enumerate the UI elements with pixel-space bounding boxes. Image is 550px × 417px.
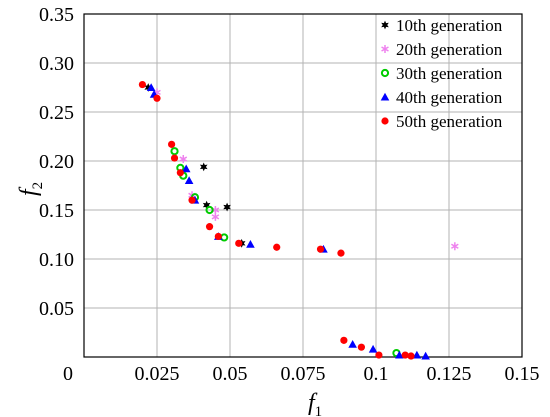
y-tick-label: 0.20 <box>39 151 74 173</box>
data-point <box>144 83 153 92</box>
legend-label: 20th generation <box>396 40 503 59</box>
data-point <box>223 202 231 212</box>
data-point <box>138 80 146 89</box>
legend: 10th generation 20th generation 30th gener… <box>380 16 503 131</box>
y-tick-label: 0.25 <box>39 102 74 124</box>
legend-label: 50th generation <box>396 112 503 131</box>
data-point <box>205 205 214 215</box>
data-point <box>421 351 430 360</box>
series-2-points <box>153 88 459 251</box>
data-point <box>273 243 281 251</box>
legend-marker <box>380 68 390 78</box>
x-tick-label: 0.05 <box>213 363 248 385</box>
data-point <box>199 162 208 172</box>
data-point <box>412 350 422 359</box>
x-tick-label: 0.075 <box>281 363 326 385</box>
data-points <box>138 80 459 360</box>
data-point <box>357 343 365 351</box>
x-tick-label: 0.1 <box>364 363 389 385</box>
data-point <box>340 336 348 344</box>
plot-area-frame <box>83 13 523 358</box>
series-5-points <box>138 80 415 360</box>
data-point <box>181 164 191 173</box>
data-point <box>176 169 184 177</box>
y-axis-ticks: 0.05 0.10 0.15 0.20 0.25 0.30 0.35 <box>39 4 74 320</box>
data-point <box>235 239 243 247</box>
data-point <box>170 154 179 162</box>
legend-marker <box>380 92 390 101</box>
legend-label: 40th generation <box>396 88 503 107</box>
x-tick-label: 0.025 <box>135 363 180 385</box>
y-tick-label: 0.35 <box>39 4 74 26</box>
data-point <box>211 212 220 221</box>
legend-item: 50th generation <box>381 112 503 131</box>
data-point <box>214 232 222 241</box>
data-point <box>205 223 214 231</box>
data-point <box>368 344 378 353</box>
data-point <box>153 94 161 102</box>
legend-item: 20th generation <box>381 40 503 59</box>
y-tick-label: 0.15 <box>39 200 74 222</box>
x-axis-ticks: 0.025 0.05 0.075 0.1 0.125 0.15 <box>135 363 540 385</box>
grid-lines <box>84 14 522 357</box>
data-point <box>451 242 459 251</box>
data-point <box>246 240 255 248</box>
legend-item: 40th generation <box>380 88 503 107</box>
legend-marker <box>381 45 389 53</box>
y-axis-label: f2 <box>16 182 46 196</box>
y-tick-label: 0.10 <box>39 249 74 271</box>
data-point <box>179 155 188 164</box>
data-point <box>184 176 194 185</box>
legend-item: 10th generation <box>381 16 503 35</box>
legend-marker <box>381 117 389 125</box>
origin-tick-label: 0 <box>63 363 73 385</box>
data-point <box>348 339 357 348</box>
data-point <box>395 350 404 359</box>
data-point <box>407 352 415 360</box>
data-point <box>146 83 156 91</box>
x-tick-label: 0.15 <box>505 363 540 385</box>
series-3-points <box>170 147 401 358</box>
data-point <box>202 200 211 210</box>
legend-label: 10th generation <box>396 16 503 35</box>
data-point <box>337 249 345 257</box>
data-point <box>170 147 179 156</box>
data-point <box>168 140 176 148</box>
legend-label: 30th generation <box>396 64 503 83</box>
x-axis-label: f1 <box>308 390 322 417</box>
data-point <box>401 351 409 359</box>
legend-marker <box>381 20 389 30</box>
series-4-points <box>146 83 430 360</box>
data-point <box>375 351 383 359</box>
data-point <box>316 245 325 253</box>
x-tick-label: 0.125 <box>427 363 472 385</box>
legend-item: 30th generation <box>380 64 503 83</box>
y-tick-label: 0.30 <box>39 53 74 75</box>
data-point <box>188 196 196 204</box>
y-tick-label: 0.05 <box>39 298 74 320</box>
